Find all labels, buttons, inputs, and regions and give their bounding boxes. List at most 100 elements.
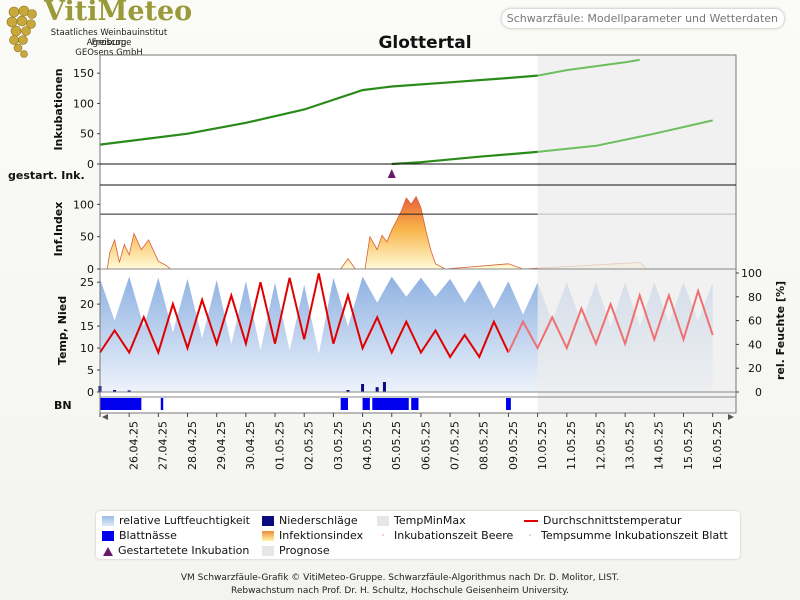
x-tick-label: 01.05.25: [273, 421, 286, 470]
x-tick-label: 12.05.25: [594, 421, 607, 470]
leaf-wetness-bar: [411, 398, 419, 410]
humidity-swatch-icon: [102, 516, 114, 526]
y-tick-label: 25: [80, 276, 94, 289]
x-tick-label: 28.04.25: [186, 421, 199, 470]
x-tick-label: 10.05.25: [536, 421, 549, 470]
y-tick-label: 15: [80, 320, 94, 333]
x-tick-label: 13.05.25: [624, 421, 637, 470]
legend-label: Infektionsindex: [279, 529, 364, 542]
legend-label: Durchschnittstemperatur: [543, 514, 682, 527]
dot-swatch-icon: ·: [528, 531, 532, 541]
y-tick-label: 10: [80, 342, 94, 355]
y-tick-label-right: 0: [755, 386, 762, 399]
legend-label: Tempsumme Inkubationszeit Blatt: [541, 529, 728, 542]
leaf-incubation-line: [99, 74, 538, 146]
y-tick-label-right: 40: [748, 338, 762, 351]
started-incubation-marker: [387, 169, 396, 178]
chart-title: Glottertal: [378, 33, 472, 53]
triangle-swatch-icon: [103, 546, 113, 556]
x-tick-label: 04.05.25: [361, 421, 374, 470]
y-tick-label-right: 100: [741, 267, 762, 280]
legend-label: Inkubationszeit Beere: [394, 529, 514, 542]
legend: relative Luftfeuchtigkeit Niederschläge …: [96, 511, 740, 559]
legend-item-infection: Infektionsindex: [262, 529, 363, 543]
legend-item-tempminmax: TempMinMax: [377, 514, 466, 528]
x-tick-label: 30.04.25: [244, 421, 257, 470]
legend-item-wetness: Blattnässe: [102, 529, 177, 543]
y-axis-label-temperature: Temp, Nied: [56, 296, 69, 365]
y-tick-label: 0: [87, 158, 94, 171]
y-tick-label: 50: [80, 128, 94, 141]
brand-logo: VitiMeteo: [44, 0, 193, 27]
plot-frame: [99, 54, 737, 414]
y-tick-label-right: 80: [748, 291, 762, 304]
x-tick-label: 16.05.25: [711, 421, 724, 470]
x-tick-label: 15.05.25: [682, 421, 695, 470]
legend-item-rain: Niederschläge: [262, 514, 358, 528]
grape-logo-icon: [6, 5, 37, 58]
x-tick-label: 09.05.25: [507, 421, 520, 470]
infection-index-area: [106, 195, 648, 270]
x-tick-label: 07.05.25: [448, 421, 461, 470]
x-tick-label: 08.05.25: [478, 421, 491, 470]
infection-swatch-icon: [262, 531, 274, 541]
legend-item-berry-incubation: · Inkubationszeit Beere: [377, 529, 514, 543]
y-tick-label: 20: [80, 298, 94, 311]
x-tick-label: 02.05.25: [303, 421, 316, 470]
y-tick-label: 100: [73, 198, 94, 211]
precipitation-bar: [113, 390, 117, 392]
chart-area: 0501001500501000510152025020406080100Ink…: [8, 54, 787, 470]
org-line-2: Agroscope: [86, 38, 132, 48]
rain-swatch-icon: [262, 516, 274, 526]
precipitation-bar: [382, 382, 386, 392]
berry-incubation-line: [391, 150, 538, 166]
leaf-wetness-bar: [506, 398, 511, 410]
legend-label: relative Luftfeuchtigkeit: [119, 514, 250, 527]
footer-line-2: Rebwachstum nach Prof. Dr. H. Schultz, H…: [231, 586, 569, 596]
x-tick-label: 06.05.25: [419, 421, 432, 470]
temperature-line: [99, 273, 510, 360]
scroll-left-icon: [102, 414, 108, 420]
x-tick-label: 27.04.25: [157, 421, 170, 470]
y-tick-label: 0: [87, 263, 94, 276]
org-line-3: GEOsens GmbH: [75, 48, 143, 58]
tempminmax-swatch-icon: [377, 516, 389, 526]
legend-label: TempMinMax: [394, 514, 466, 527]
legend-item-temperature: Durchschnittstemperatur: [524, 514, 682, 528]
y-tick-label: 100: [73, 97, 94, 110]
precipitation-bar: [375, 387, 379, 392]
precipitation-bar: [361, 384, 365, 392]
wetness-swatch-icon: [102, 531, 114, 541]
legend-item-leaf-incubation: · Tempsumme Inkubationszeit Blatt: [524, 529, 728, 543]
temperature-forecast-line: [507, 287, 714, 353]
precipitation-bar: [127, 390, 131, 392]
legend-label: Blattnässe: [119, 529, 177, 542]
y-tick-label: 5: [87, 364, 94, 377]
legend-label: Prognose: [279, 544, 330, 557]
legend-item-started-incubation: Gestartetete Inkubation: [102, 544, 249, 558]
x-tick-label: 14.05.25: [653, 421, 666, 470]
forecast-swatch-icon: [262, 546, 274, 556]
y-tick-label: 150: [73, 67, 94, 80]
y-tick-label: 50: [80, 231, 94, 244]
leaf-incubation-forecast-line: [537, 58, 640, 77]
leaf-wetness-bar: [362, 398, 370, 410]
x-tick-label: 03.05.25: [332, 421, 345, 470]
leaf-wetness-bar: [160, 398, 164, 410]
org-line-1: Staatliches Weinbauinstitut Freiburg: [50, 28, 168, 48]
x-tick-label: 29.04.25: [215, 421, 228, 470]
scroll-right-icon: [728, 414, 734, 420]
legend-item-forecast: Prognose: [262, 544, 330, 558]
y-tick-label-right: 20: [748, 362, 762, 375]
y-axis-label-humidity: rel. Feuchte [%]: [774, 281, 787, 380]
leaf-wetness-bar: [340, 398, 348, 410]
y-tick-label-right: 60: [748, 315, 762, 328]
x-tick-label: 11.05.25: [565, 421, 578, 470]
legend-label: Niederschläge: [279, 514, 358, 527]
berry-incubation-forecast-line: [537, 119, 713, 153]
x-tick-label: 26.04.25: [128, 421, 141, 470]
forecast-region: [537, 55, 736, 413]
leaf-wetness-bar: [372, 398, 409, 410]
leaf-wetness-bar: [100, 398, 142, 410]
